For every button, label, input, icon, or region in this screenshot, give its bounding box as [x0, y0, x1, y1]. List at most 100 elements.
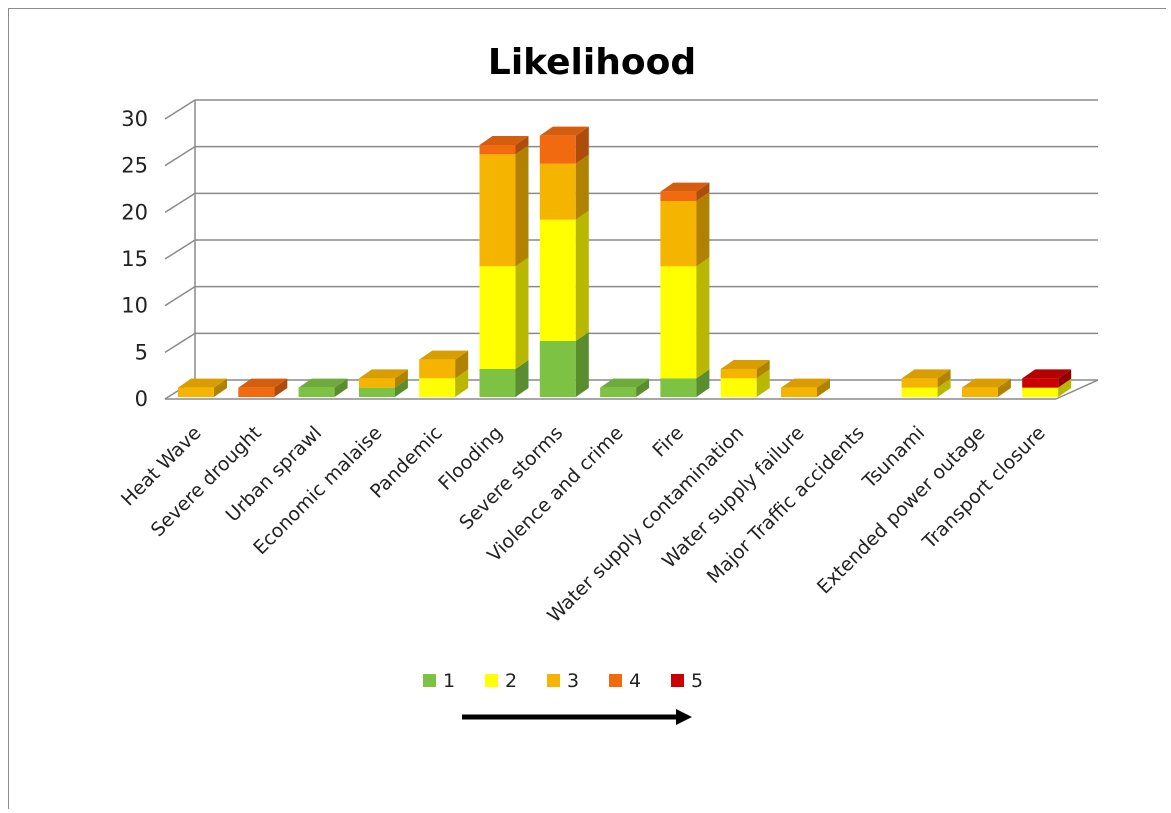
chart-title: Likelihood — [488, 42, 696, 83]
bar-front — [600, 387, 637, 397]
y-tick-label: 0 — [135, 387, 148, 411]
legend-label: 1 — [443, 670, 455, 692]
bar-segment — [720, 369, 770, 397]
bar-side — [937, 378, 951, 397]
gridline-depth — [164, 192, 196, 213]
bar-segment — [298, 378, 348, 397]
bar-side — [515, 145, 529, 267]
bar-side — [997, 378, 1011, 397]
bar-front — [479, 145, 516, 155]
bar-top — [539, 126, 589, 136]
bar-front — [1022, 387, 1059, 397]
bar-side — [515, 257, 529, 369]
bar-segment — [660, 192, 710, 267]
bar-segment — [660, 257, 710, 379]
gridline-depth — [164, 146, 196, 167]
bar-top — [298, 378, 348, 388]
legend-swatch — [485, 674, 498, 687]
bar-segment — [539, 332, 589, 397]
bar-front — [660, 201, 697, 267]
bar-segment — [901, 369, 951, 388]
bar-segment — [479, 257, 529, 369]
gridline-depth — [164, 99, 196, 120]
bar-segment — [479, 145, 529, 267]
bar-front — [419, 378, 456, 397]
x-tick-label: Severe drought — [147, 422, 266, 541]
bar-side — [817, 378, 830, 397]
bar-front — [539, 341, 576, 397]
bar-segment — [660, 369, 710, 397]
bar-side — [515, 360, 529, 397]
y-tick-label: 30 — [121, 107, 148, 131]
bar-top — [720, 360, 770, 369]
bar-side — [575, 154, 589, 220]
bar-segment — [479, 136, 529, 155]
bar-side — [756, 360, 770, 379]
bar-front — [660, 378, 697, 397]
y-tick-label: 10 — [121, 294, 148, 318]
bar-front — [358, 378, 395, 388]
y-tick-label: 5 — [135, 340, 148, 364]
bar-side — [455, 369, 469, 397]
bar-side — [575, 126, 589, 164]
bar-segment — [961, 378, 1011, 397]
bar-top — [419, 350, 469, 360]
bar-segment — [1022, 378, 1072, 397]
bar-front — [479, 266, 516, 369]
bar-segment — [901, 378, 951, 397]
bar-segment — [720, 360, 770, 379]
bar-front — [479, 369, 516, 397]
legend-swatch — [609, 674, 622, 687]
bar-front — [539, 163, 576, 220]
bar-side — [636, 378, 650, 397]
bar-side — [937, 369, 951, 388]
bar-front — [1022, 378, 1059, 388]
bar-front — [539, 219, 576, 341]
bar-segment — [660, 182, 710, 201]
legend-label: 2 — [505, 670, 517, 692]
bar-segment — [539, 154, 589, 220]
bar-side — [274, 378, 288, 397]
bar-top — [600, 378, 650, 388]
bar-top — [901, 369, 951, 379]
bar-side — [214, 378, 227, 397]
bar-side — [515, 136, 529, 155]
legend-label: 5 — [691, 670, 703, 692]
bar-front — [660, 191, 697, 201]
bar-top — [479, 136, 529, 145]
bar-segment — [1022, 369, 1072, 388]
bar-top — [358, 369, 408, 379]
bar-front — [298, 387, 335, 397]
bar-segment — [419, 369, 469, 397]
bar-side — [1058, 369, 1072, 388]
bar-segment — [539, 126, 589, 164]
bar-side — [696, 257, 710, 379]
bar-segment — [358, 369, 408, 388]
bar-segment — [781, 378, 830, 397]
bar-side — [455, 350, 469, 379]
bar-top — [1022, 369, 1072, 379]
bar-side — [575, 210, 589, 341]
bar-front — [660, 266, 697, 379]
floor-edge-right — [1055, 379, 1099, 400]
bar-front — [720, 378, 757, 397]
bar-segment — [600, 378, 650, 397]
gridline-depth — [164, 286, 196, 307]
bar-side — [394, 378, 408, 397]
bar-front — [901, 378, 938, 388]
bar-segment — [539, 210, 589, 341]
bar-top — [238, 378, 288, 388]
bar-segment — [358, 378, 408, 397]
legend-label: 3 — [567, 670, 579, 692]
x-tick-label: Severe storms — [455, 422, 567, 534]
bar-front — [479, 154, 516, 267]
bar-front — [358, 387, 395, 397]
bar-front — [178, 387, 214, 397]
bar-front — [961, 387, 998, 397]
bar-front — [720, 369, 757, 379]
bar-front — [238, 387, 275, 397]
x-tick-label: Fire — [648, 422, 688, 462]
bar-front — [419, 359, 456, 379]
gridline-depth — [164, 332, 196, 353]
y-tick-label: 15 — [121, 247, 148, 271]
